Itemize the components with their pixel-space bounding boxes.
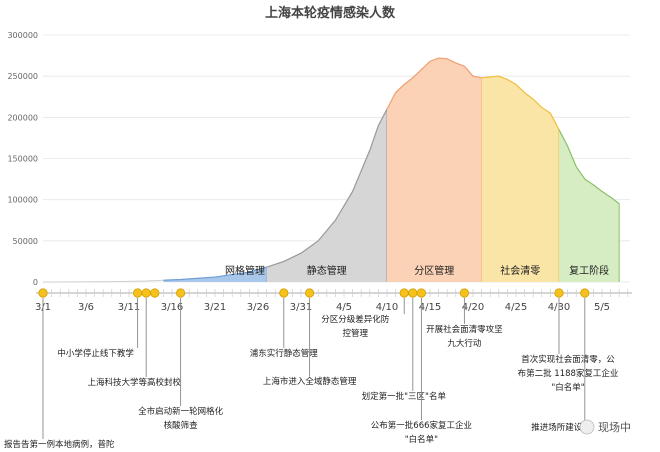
timeline-axis xyxy=(36,288,632,298)
x-tick-label: 3/21 xyxy=(204,302,226,313)
y-tick-label: 150000 xyxy=(7,155,38,164)
event-label: 推进场所建设 xyxy=(531,422,583,433)
phase-label: 分区管理 xyxy=(414,264,454,277)
y-tick-label: 0 xyxy=(33,278,38,287)
timeline-marker xyxy=(133,288,143,298)
x-tick-label: 4/15 xyxy=(419,302,441,313)
event-label: 划定第一批"三区"名单 xyxy=(362,391,447,402)
phase-label: 静态管理 xyxy=(307,264,347,277)
event-label: 开展社会面清零攻坚 xyxy=(426,324,503,335)
timeline-marker xyxy=(580,288,590,298)
phase-area xyxy=(481,76,559,283)
timeline-marker xyxy=(554,288,564,298)
x-axis-labels: 3/1 3/6 3/11 3/16 3/21 3/26 3/31 4/5 4/10 4/15 4/2… xyxy=(35,302,610,313)
wechat-icon xyxy=(579,419,595,435)
event-label: "白名单" xyxy=(405,434,438,445)
watermark-text: 现场中 xyxy=(598,420,631,434)
event-label: 分区分级差异化防 xyxy=(321,314,390,325)
phase-outline xyxy=(386,57,482,110)
timeline-marker xyxy=(38,288,48,298)
timeline-marker xyxy=(176,288,186,298)
event-label: 浦东实行静态管理 xyxy=(250,348,319,359)
event-label: 控管理 xyxy=(342,328,368,339)
y-tick-label: 50000 xyxy=(13,237,38,246)
event-label: 首次实现社会面清零，公 xyxy=(521,354,615,365)
phase-label: 网格管理 xyxy=(225,264,265,277)
x-tick-label: 3/16 xyxy=(161,302,183,313)
x-tick-label: 3/6 xyxy=(78,302,94,313)
timeline-marker xyxy=(279,288,289,298)
event-label: 中小学停止线下教学 xyxy=(57,348,134,359)
timeline-marker xyxy=(141,288,151,298)
phase-area xyxy=(387,58,482,283)
phase-area xyxy=(163,267,267,282)
phase-labels: 网格管理 静态管理 分区管理 社会清零 复工阶段 xyxy=(225,264,609,277)
x-tick-label: 4/20 xyxy=(462,302,484,313)
event-label: 报告告第一例本地病例，普陀 xyxy=(4,439,115,450)
event-label: 布第二批 1188家复工企业 xyxy=(518,368,619,379)
y-tick-label: 300000 xyxy=(7,31,38,40)
phase-outline xyxy=(266,108,388,268)
timeline-marker xyxy=(416,288,426,298)
event-label: 公布第一批666家复工企业 xyxy=(371,420,472,431)
timeline-marker xyxy=(399,288,409,298)
phase-label: 复工阶段 xyxy=(569,264,609,277)
x-tick-label: 4/10 xyxy=(376,302,398,313)
event-label: 全市启动新一轮网格化 xyxy=(138,406,224,417)
phase-outline xyxy=(163,266,267,281)
phase-areas xyxy=(42,57,620,283)
y-tick-label: 200000 xyxy=(7,113,38,122)
event-annotations: 报告告第一例本地病例，普陀 中小学停止线下教学上海科技大学等高校封校全市启动新一轮… xyxy=(4,298,618,450)
phase-outline xyxy=(558,129,620,205)
grid-lines xyxy=(43,34,630,283)
x-tick-label: 3/26 xyxy=(247,302,269,313)
y-axis-labels: 0 50000 100000 150000 200000 250000 300000 xyxy=(7,31,38,287)
phase-label: 社会清零 xyxy=(500,264,540,277)
event-label: 上海市进入全域静态管理 xyxy=(263,376,357,387)
x-tick-label: 5/5 xyxy=(594,302,610,313)
timeline-marker xyxy=(408,288,418,298)
event-label: 九大行动 xyxy=(447,338,482,349)
event-label: 核酸筛查 xyxy=(164,420,199,431)
x-tick-label: 4/5 xyxy=(336,302,352,313)
timeline-marker xyxy=(304,288,315,298)
watermark: 现场中 xyxy=(579,419,631,435)
event-label: "白名单" xyxy=(551,382,584,393)
y-tick-label: 250000 xyxy=(7,72,38,81)
timeline-marker xyxy=(150,288,160,298)
phase-outline xyxy=(481,75,560,130)
y-tick-label: 100000 xyxy=(7,196,38,205)
event-label: 上海科技大学等高校封校 xyxy=(87,377,181,388)
chart-title: 上海本轮疫情感染人数 xyxy=(265,5,396,21)
x-tick-label: 4/25 xyxy=(505,302,527,313)
phase-area xyxy=(266,109,387,282)
phase-area xyxy=(559,129,620,282)
timeline-marker xyxy=(459,288,469,298)
x-tick-label: 3/31 xyxy=(290,302,312,313)
x-tick-label: 3/11 xyxy=(118,302,140,313)
